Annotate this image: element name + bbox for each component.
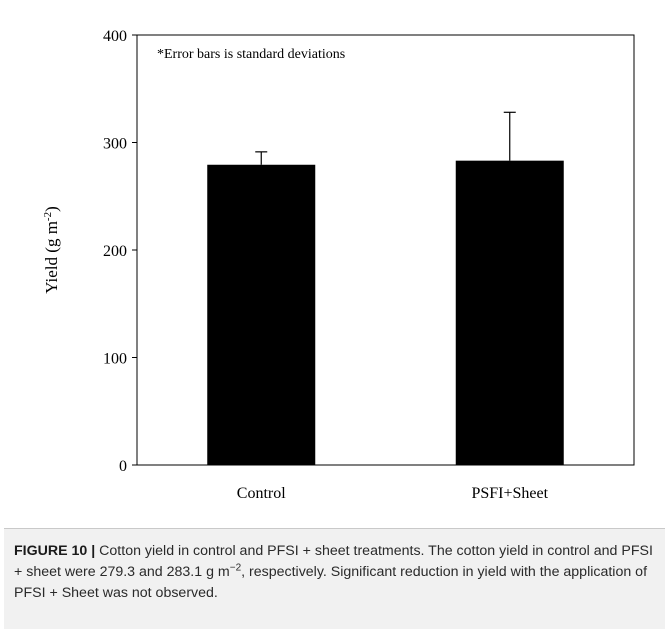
x-category-label: PSFI+Sheet	[471, 485, 548, 502]
y-tick-label: 400	[103, 28, 127, 45]
caption-text-part1: Cotton yield in control and PFSI + sheet…	[14, 543, 653, 580]
caption-text-part2: , respectively. Significant reduction in…	[14, 564, 648, 601]
error-bar-note: *Error bars is standard deviations	[157, 47, 345, 62]
x-category-label: Control	[237, 485, 286, 502]
y-tick-label: 200	[103, 243, 127, 260]
bar-control	[207, 164, 316, 465]
plot-area-frame	[136, 34, 635, 466]
bar-chart: 0 100 200 300 400 *Error bars is standard de…	[42, 28, 635, 502]
y-axis-label: Yield (g m-2)	[42, 206, 61, 294]
figure-caption: FIGURE 10 | Cotton yield in control and …	[4, 528, 665, 629]
y-tick-label: 0	[119, 458, 127, 475]
caption-figure-label: FIGURE 10 |	[14, 543, 96, 559]
y-tick-label: 100	[103, 351, 127, 368]
caption-superscript: −2	[229, 562, 242, 574]
y-tick-label: 300	[103, 136, 127, 153]
bar-psfi-sheet	[455, 160, 564, 466]
